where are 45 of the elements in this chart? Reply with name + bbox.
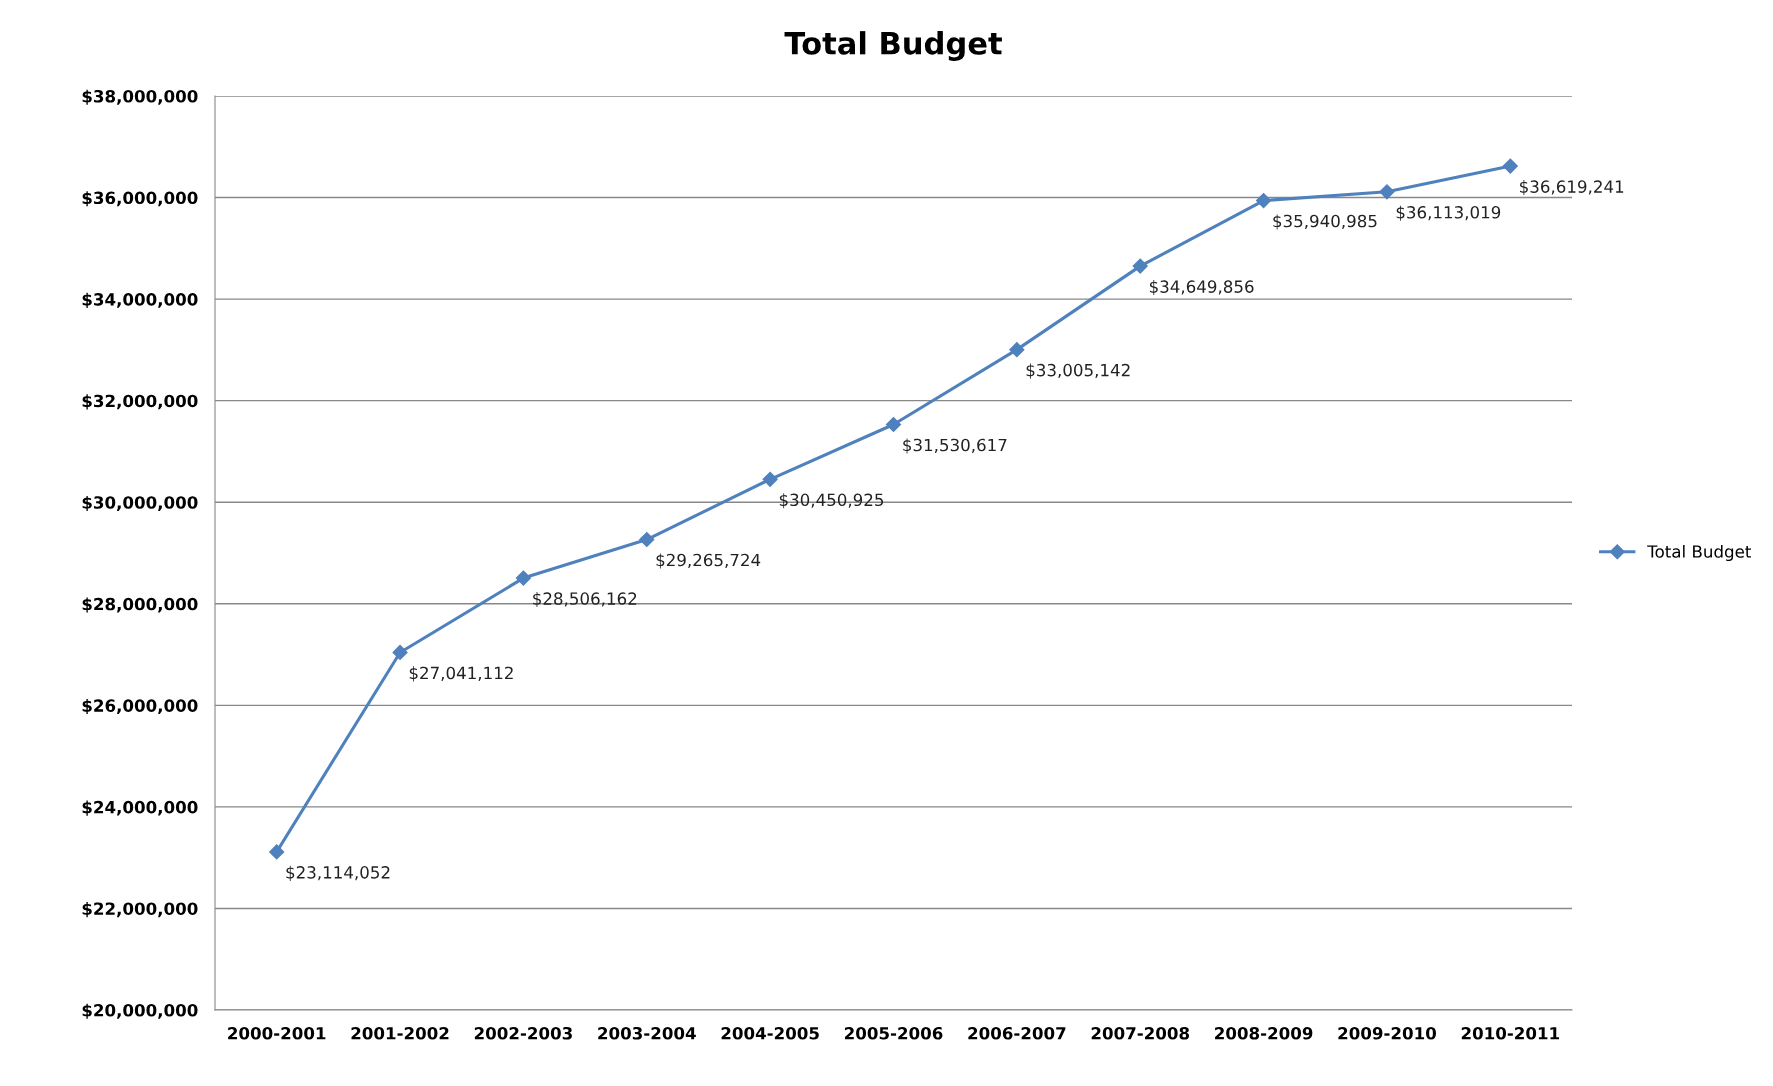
point [885, 416, 902, 433]
data-label: $36,619,241 [1520, 180, 1624, 196]
data-label: $29,265,724 [656, 553, 761, 569]
point [1009, 342, 1025, 358]
x-tick-label: 2003-2004 [598, 1026, 696, 1040]
y-tick-label: $36,000,000 [82, 191, 198, 207]
data-label: $28,506,162 [533, 591, 637, 608]
x-tick-label: 2008-2009 [1215, 1026, 1313, 1040]
point [269, 844, 285, 860]
x-tick-label: 2005-2006 [844, 1026, 943, 1040]
data-label: $30,450,925 [779, 493, 884, 509]
x-tick-label: 2001-2002 [351, 1026, 449, 1040]
x-tick-label: 2010-2011 [1461, 1026, 1560, 1040]
x-tick-label: 2000-2001 [228, 1026, 326, 1040]
data-label: $23,114,052 [286, 865, 390, 881]
legend-label: Total Budget [1647, 544, 1751, 562]
x-tick-label: 2007-2008 [1091, 1026, 1190, 1040]
y-tick-label: $24,000,000 [82, 800, 198, 816]
y-tick-label: $26,000,000 [82, 699, 198, 715]
point [1502, 158, 1518, 174]
x-tick-label: 2009-2010 [1338, 1026, 1436, 1040]
data-label: $33,005,142 [1026, 363, 1130, 379]
y-tick-label: $30,000,000 [82, 495, 198, 511]
data-label: $35,940,985 [1273, 214, 1377, 230]
x-tick-label: 2002-2003 [474, 1026, 572, 1040]
y-tick-label: $20,000,000 [82, 1003, 198, 1019]
data-label: $34,649,856 [1149, 280, 1254, 296]
x-tick-label: 2004-2005 [721, 1026, 819, 1040]
point [392, 644, 408, 661]
y-tick-label: $34,000,000 [82, 292, 198, 308]
x-tick-label: 2006-2007 [968, 1026, 1066, 1040]
data-label: $27,041,112 [409, 666, 513, 682]
y-tick-label: $22,000,000 [82, 902, 198, 918]
point [1132, 258, 1148, 274]
point [762, 471, 778, 487]
data-label: $31,530,617 [903, 438, 1007, 454]
chart-title: Total Budget [784, 31, 1002, 61]
point [1256, 192, 1272, 209]
point [639, 531, 655, 548]
y-tick-label: $32,000,000 [82, 394, 198, 410]
y-tick-label: $28,000,000 [82, 597, 198, 613]
point [515, 570, 531, 586]
point [1379, 184, 1395, 200]
data-label: $36,113,019 [1396, 205, 1501, 221]
y-tick-label: $38,000,000 [82, 89, 198, 105]
